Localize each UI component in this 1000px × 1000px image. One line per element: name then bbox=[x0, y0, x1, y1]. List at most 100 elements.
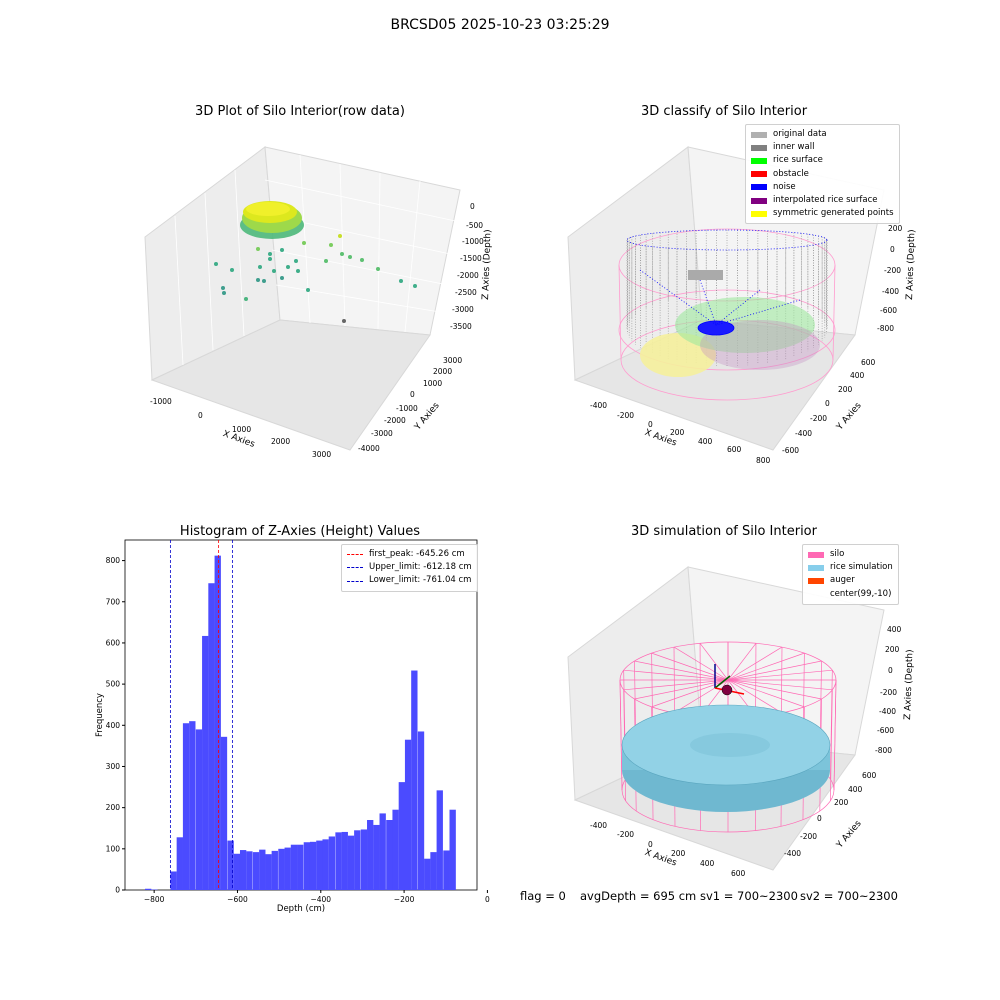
histogram-y-tick-label: 500 bbox=[106, 680, 121, 689]
raw-ytick: 0 bbox=[410, 390, 415, 399]
raw-point bbox=[338, 234, 342, 238]
classify-xtick: 400 bbox=[698, 437, 713, 446]
raw-ytick: -4000 bbox=[358, 444, 380, 453]
classify-legend-entry: interpolated rice surface bbox=[751, 194, 894, 207]
classify-legend-swatch bbox=[751, 144, 767, 151]
histogram-bar bbox=[322, 839, 329, 890]
raw-point bbox=[306, 288, 310, 292]
histogram-bar bbox=[271, 850, 278, 890]
classify-ytick: 400 bbox=[850, 371, 865, 380]
raw-ztick: -500 bbox=[466, 221, 483, 230]
hist-legend-entry: first_peak: -645.26 cm bbox=[347, 548, 472, 561]
raw-point bbox=[272, 269, 276, 273]
classify-ztick: 0 bbox=[890, 245, 895, 254]
raw-point bbox=[268, 257, 272, 261]
raw-point bbox=[360, 258, 364, 262]
sim-legend-entry: auger bbox=[808, 574, 893, 587]
sim-legend-label: rice simulation bbox=[830, 562, 893, 573]
classify-xtick: -200 bbox=[617, 411, 634, 420]
histogram-bar bbox=[297, 844, 304, 890]
simulation-legend: silo rice simulation auger center(99,-10) bbox=[802, 544, 899, 605]
sim-ytick: 0 bbox=[817, 814, 822, 823]
histogram-bar bbox=[195, 729, 203, 890]
histogram-bar bbox=[227, 840, 234, 890]
sim-xtick: 0 bbox=[648, 840, 653, 849]
classify-legend-swatch bbox=[751, 171, 767, 178]
sim-silo-spoke bbox=[727, 643, 757, 681]
histogram-y-tick-label: 0 bbox=[115, 886, 120, 895]
sim-zlabel: Z Axies (Depth) bbox=[903, 649, 915, 720]
histogram-x-tick-label: −600 bbox=[227, 895, 248, 904]
raw-grid-line bbox=[174, 215, 184, 366]
sim-silo-spoke bbox=[623, 669, 729, 681]
histogram-y-tick-label: 600 bbox=[106, 638, 121, 647]
classify-legend-entry: symmetric generated points bbox=[751, 207, 894, 220]
rice-surface-cloud bbox=[675, 297, 815, 353]
sim-silo-spoke bbox=[727, 646, 783, 681]
histogram-y-tick-label: 200 bbox=[106, 803, 121, 812]
histogram-reference-lines bbox=[169, 540, 233, 890]
histogram-bar bbox=[386, 820, 393, 890]
histogram-bar bbox=[392, 809, 399, 890]
raw-blob-rim bbox=[246, 202, 290, 216]
raw-grid-line bbox=[264, 179, 461, 223]
sim-ztick: 200 bbox=[885, 645, 900, 654]
classify-legend-entry: obstacle bbox=[751, 168, 894, 181]
sim-silo-meridian bbox=[833, 679, 837, 791]
classify-legend-label: symmetric generated points bbox=[773, 208, 894, 219]
raw-point bbox=[230, 268, 234, 272]
sim-ytick: 600 bbox=[862, 771, 877, 780]
raw-xtick: 3000 bbox=[312, 450, 331, 459]
silo-edge bbox=[832, 264, 836, 361]
histogram-x-tick-label: −400 bbox=[310, 895, 331, 904]
histogram-bar bbox=[379, 813, 386, 890]
histogram-bar bbox=[284, 847, 291, 890]
histogram-y-tick-label: 700 bbox=[106, 597, 121, 606]
sim-legend-label: center(99,-10) bbox=[830, 588, 892, 599]
histogram-bar bbox=[436, 790, 443, 890]
sim-silo-spoke bbox=[727, 660, 822, 681]
raw-xtick: 2000 bbox=[271, 437, 290, 446]
sim-silo-spoke bbox=[699, 643, 729, 681]
sim-silo-spoke bbox=[623, 679, 729, 691]
hist-legend-swatch bbox=[347, 554, 363, 556]
raw-ytick: 1000 bbox=[423, 379, 442, 388]
raw-grid-line bbox=[204, 192, 214, 351]
raw-ytick: 2000 bbox=[433, 367, 452, 376]
sim-ztick: 0 bbox=[888, 666, 893, 675]
raw-point bbox=[222, 291, 226, 295]
classify-legend-label: obstacle bbox=[773, 168, 809, 179]
raw-ytick: -3000 bbox=[371, 429, 393, 438]
raw-ztick: 0 bbox=[470, 202, 475, 211]
sim-legend-swatch bbox=[808, 564, 824, 571]
classify-legend: original data inner wall rice surface obsta… bbox=[745, 124, 900, 225]
histogram-bar bbox=[259, 849, 266, 890]
histogram-bar bbox=[265, 854, 272, 890]
raw-plot-title: 3D Plot of Silo Interior(row data) bbox=[195, 104, 405, 119]
classify-legend-swatch bbox=[751, 158, 767, 164]
footer-flag: flag = 0 bbox=[520, 889, 566, 903]
raw-ztick: -1500 bbox=[460, 254, 482, 263]
raw-ztick: -2000 bbox=[457, 271, 479, 280]
sim-ztick: 400 bbox=[887, 625, 902, 634]
sim-silo-spoke bbox=[673, 646, 729, 681]
sim-xtick: 400 bbox=[700, 859, 715, 868]
hist-legend-label: Lower_limit: -761.04 cm bbox=[369, 575, 472, 586]
histogram-bar bbox=[303, 842, 311, 890]
sim-silo-spoke bbox=[634, 660, 729, 681]
classify-legend-swatch bbox=[751, 184, 767, 191]
histogram-bar bbox=[246, 851, 253, 890]
histogram-y-tick-label: 300 bbox=[106, 762, 121, 771]
hist-legend-swatch bbox=[347, 580, 363, 582]
histogram-ylabel: Frequency bbox=[95, 693, 105, 737]
classify-legend-label: inner wall bbox=[773, 142, 815, 153]
raw-surface-blob bbox=[240, 201, 304, 239]
sim-rice-body bbox=[621, 704, 831, 812]
histogram-y-tick-label: 800 bbox=[106, 556, 121, 565]
histogram-x-tick-label: 0 bbox=[485, 895, 490, 904]
sim-silo-spoke bbox=[727, 679, 822, 700]
classify-legend-label: original data bbox=[773, 129, 827, 139]
raw-3d-panes bbox=[144, 146, 461, 451]
sim-rice-dip bbox=[690, 733, 770, 757]
